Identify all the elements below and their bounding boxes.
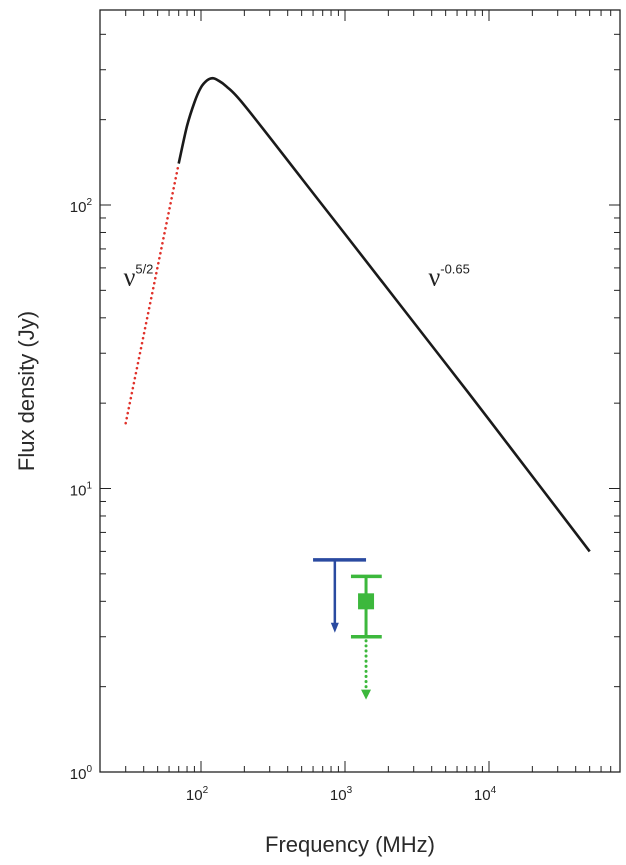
y-tick-label: 101 (70, 481, 93, 500)
x-axis-label: Frequency (MHz) (265, 832, 435, 857)
plot-frame (99, 9, 621, 773)
plot-axes: 102 103 104 100 101 102 (70, 9, 621, 804)
slope-label-rising: ν5/2 (124, 262, 154, 292)
upper-limit-arrowhead (330, 622, 339, 633)
slope-label-falling: ν-0.65 (428, 262, 469, 292)
rising-slope-dotted-line (124, 162, 180, 425)
y-axis-label: Flux density (Jy) (14, 311, 39, 471)
spectrum-line (177, 76, 591, 553)
y-tick-label: 100 (70, 764, 93, 783)
dotted-limit-arrowhead (361, 689, 372, 700)
y-tick-label: 102 (70, 197, 93, 216)
x-tick-label: 104 (474, 785, 497, 804)
series-layer (124, 76, 591, 553)
x-tick-label: 102 (186, 785, 209, 804)
points-layer (313, 558, 382, 700)
annotations-layer: ν5/2 ν-0.65 (124, 262, 470, 292)
measurement-point (358, 593, 375, 610)
x-tick-label: 103 (330, 785, 353, 804)
